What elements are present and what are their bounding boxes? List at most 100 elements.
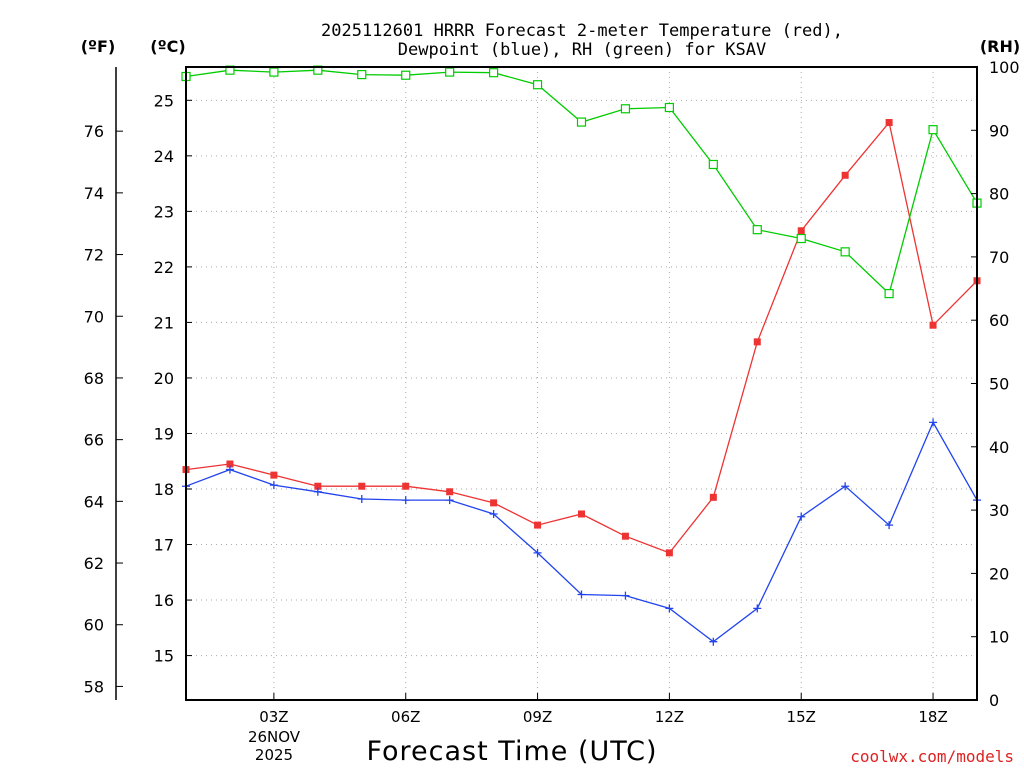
rh-point <box>357 69 367 80</box>
dewpoint-point <box>313 487 322 496</box>
temperature-point <box>885 119 893 127</box>
celsius-tick-label: 17 <box>154 536 174 555</box>
dewpoint-point <box>621 591 630 600</box>
temperature-point <box>709 493 717 501</box>
date-label-day: 26NOV <box>248 728 301 746</box>
gridlines <box>186 67 977 700</box>
dewpoint-point <box>269 481 278 490</box>
dewpoint-point <box>577 590 586 599</box>
celsius-tick-label: 24 <box>154 147 174 166</box>
temperature-point <box>226 460 234 468</box>
fahrenheit-tick-label: 58 <box>84 677 104 696</box>
rh-tick-label: 0 <box>989 691 999 710</box>
temperature-point <box>929 321 937 329</box>
temperature-point <box>490 499 498 507</box>
chart-title-line2: Dewpoint (blue), RH (green) for KSAV <box>398 40 766 60</box>
rh-tick-label: 50 <box>989 375 1009 394</box>
rh-tick-label: 80 <box>989 185 1009 204</box>
dewpoint-point <box>797 512 806 521</box>
dewpoint-point <box>225 465 234 474</box>
chart-title-line1: 2025112601 HRRR Forecast 2-meter Tempera… <box>321 21 843 41</box>
dewpoint-point <box>709 637 718 646</box>
rh-point <box>489 68 499 78</box>
rh-tick-label: 90 <box>989 121 1009 140</box>
rh-point <box>840 247 850 257</box>
dewpoint-point <box>401 496 410 505</box>
rh-tick-label: 10 <box>989 628 1009 647</box>
temperature-point <box>534 521 542 529</box>
dewpoint-point <box>533 548 542 557</box>
rh-unit-label: (RH) <box>980 37 1020 56</box>
temperature-point <box>402 482 410 490</box>
temperature-series-line <box>185 121 978 554</box>
rh-point <box>401 70 411 80</box>
temperature-point <box>665 549 673 557</box>
fahrenheit-tick-label: 72 <box>84 246 104 265</box>
temperature-point <box>621 532 629 540</box>
celsius-tick-label: 16 <box>154 591 174 610</box>
fahrenheit-tick-label: 64 <box>84 492 104 511</box>
temperature-point <box>753 338 761 346</box>
dewpoint-point <box>885 521 894 530</box>
fahrenheit-tick-label: 74 <box>84 184 104 203</box>
celsius-tick-label: 20 <box>154 369 174 388</box>
x-tick-label: 15Z <box>787 708 816 726</box>
celsius-tick-label: 19 <box>154 424 174 443</box>
dewpoint-point <box>929 418 938 427</box>
watermark: coolwx.com/models <box>850 747 1014 766</box>
dewpoint-point <box>841 482 850 491</box>
rh-point <box>664 102 674 113</box>
plot-frame <box>185 66 978 701</box>
dewpoint-point <box>665 604 674 613</box>
series-layer <box>181 65 982 646</box>
celsius-tick-label: 21 <box>154 313 174 332</box>
temperature-point <box>446 488 454 496</box>
celsius-tick-label: 23 <box>154 202 174 221</box>
rh-series-line <box>185 69 978 295</box>
rh-point <box>532 80 543 90</box>
rh-tick-label: 20 <box>989 564 1009 583</box>
rh-point <box>620 104 631 114</box>
fahrenheit-tick-label: 70 <box>84 307 104 326</box>
rh-point <box>884 289 894 299</box>
celsius-tick-label: 25 <box>154 91 174 110</box>
axes: 03Z 06Z 09Z 12Z 15Z 18Z 15 16 17 18 19 20 21 22 23 24 25… <box>84 58 1020 726</box>
rh-point <box>708 159 718 170</box>
celsius-tick-label: 15 <box>154 647 174 666</box>
fahrenheit-tick-label: 68 <box>84 369 104 388</box>
temperature-point <box>578 510 585 518</box>
x-tick-label: 09Z <box>523 708 552 726</box>
rh-tick-label: 60 <box>989 311 1009 330</box>
celsius-tick-label: 22 <box>154 258 174 277</box>
dewpoint-series-line <box>185 420 978 643</box>
x-tick-label: 03Z <box>259 708 288 726</box>
temperature-point <box>358 482 366 490</box>
rh-tick-label: 30 <box>989 501 1009 520</box>
temperature-point <box>270 471 278 479</box>
rh-point <box>445 67 455 77</box>
x-tick-label: 18Z <box>918 708 947 726</box>
rh-point <box>576 117 587 127</box>
x-axis-title: Forecast Time (UTC) <box>366 736 657 767</box>
rh-point <box>752 225 762 235</box>
date-label-year: 2025 <box>255 746 293 764</box>
rh-point <box>796 233 806 244</box>
rh-point <box>928 125 938 135</box>
rh-tick-label: 40 <box>989 438 1009 457</box>
temperature-point <box>314 482 322 490</box>
celsius-unit-label: (ºC) <box>150 37 185 56</box>
fahrenheit-unit-label: (ºF) <box>81 37 116 56</box>
fahrenheit-tick-label: 76 <box>84 122 104 141</box>
rh-tick-label: 70 <box>989 248 1009 267</box>
celsius-tick-label: 18 <box>154 480 174 499</box>
rh-tick-label: 100 <box>989 58 1020 77</box>
fahrenheit-tick-label: 62 <box>84 554 104 573</box>
temperature-point <box>797 227 805 235</box>
x-tick-label: 06Z <box>391 708 420 726</box>
temperature-point <box>841 171 849 179</box>
dewpoint-point <box>753 604 762 613</box>
fahrenheit-tick-label: 60 <box>84 616 104 635</box>
dewpoint-point <box>357 494 366 503</box>
rh-point <box>269 67 279 77</box>
